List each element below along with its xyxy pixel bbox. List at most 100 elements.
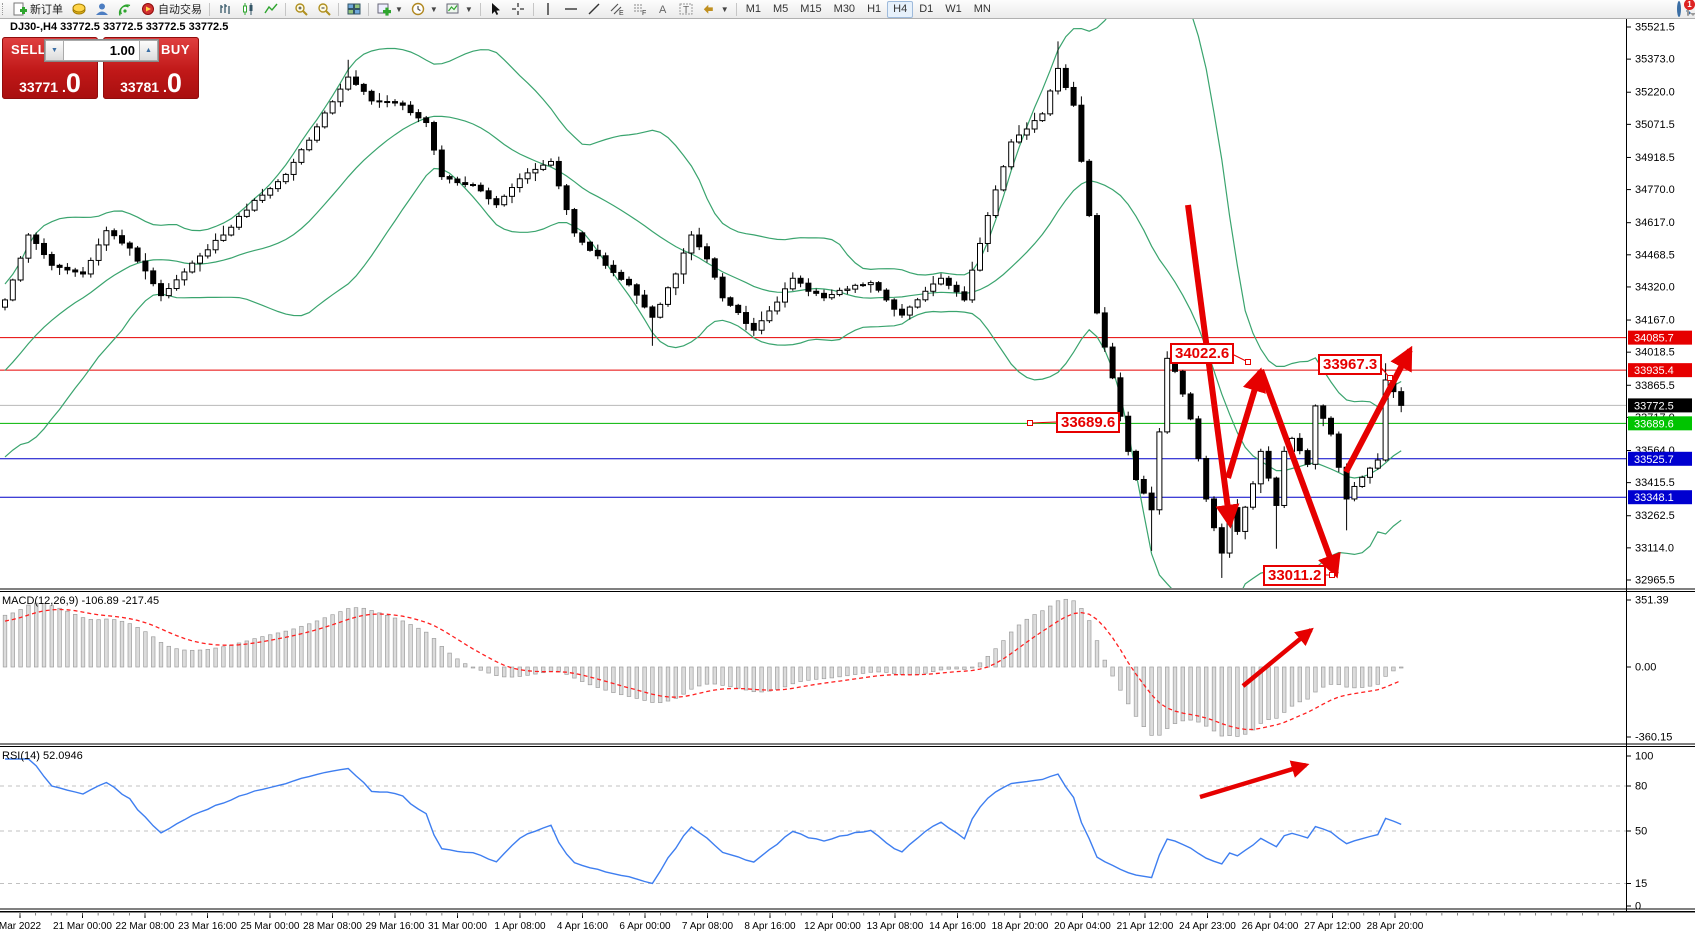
chart-title: DJ30-,H4 33772.5 33772.5 33772.5 33772.5	[10, 21, 229, 33]
svg-text:-360.15: -360.15	[1635, 732, 1672, 744]
volume-input[interactable]: 1.00	[64, 40, 139, 61]
trendline-button[interactable]	[583, 0, 606, 18]
person-icon	[94, 2, 109, 16]
bollinger-bands[interactable]	[4, 0, 1402, 629]
autotrading-icon	[140, 2, 155, 16]
dropdown-caret: ▼	[720, 4, 729, 14]
volume-up-button[interactable]: ▲	[139, 40, 158, 61]
cursor-icon	[488, 2, 503, 16]
svg-text:34918.5: 34918.5	[1635, 152, 1675, 164]
signal-icon	[117, 2, 132, 16]
svg-text:7 Apr 08:00: 7 Apr 08:00	[682, 921, 734, 932]
volume-down-button[interactable]: ▼	[45, 40, 64, 61]
candle-chart-button[interactable]	[236, 0, 259, 18]
timeframe-M1[interactable]: M1	[745, 2, 761, 15]
price-callout[interactable]: 33689.6	[1056, 412, 1121, 433]
community-button[interactable]	[90, 0, 113, 18]
text-button[interactable]: A	[652, 0, 675, 18]
arrows-dropdown[interactable]: ▼	[698, 0, 733, 18]
macd-histogram[interactable]	[2, 598, 1404, 737]
svg-text:50: 50	[1635, 826, 1647, 838]
svg-text:29 Mar 16:00: 29 Mar 16:00	[366, 921, 425, 932]
timeframe-M15[interactable]: M15	[800, 2, 822, 15]
svg-text:13 Apr 08:00: 13 Apr 08:00	[867, 921, 924, 932]
text-label-button[interactable]: T	[675, 0, 698, 18]
clock-icon	[411, 2, 426, 16]
signals-button[interactable]	[113, 0, 136, 18]
main-toolbar: 新订单 自动交易 ▼ ▼ ▼	[0, 0, 1695, 19]
zoom-out-icon	[316, 2, 331, 16]
price-axis[interactable]: 35521.5 35373.0 35220.0 35071.5 34918.5 34770…	[1626, 22, 1692, 913]
rsi-line[interactable]	[5, 758, 1402, 885]
svg-text:F: F	[642, 10, 646, 16]
price-callout[interactable]: 33011.2	[1263, 565, 1327, 586]
new-order-button[interactable]: 新订单	[8, 0, 67, 18]
autotrading-button[interactable]: 自动交易	[136, 0, 206, 18]
time-axis[interactable]: Mar 2022 21 Mar 00:00 22 Mar 08:00 23 Mar 1…	[0, 913, 1615, 932]
candlestick-chart-icon	[240, 2, 255, 16]
horizontal-line-icon	[564, 2, 579, 16]
zoom-out-button[interactable]	[312, 0, 335, 18]
search-icon[interactable]	[1677, 1, 1681, 17]
candlesticks[interactable]	[2, 41, 1405, 578]
macd-signal-line[interactable]	[4, 608, 1402, 731]
timeframe-D1[interactable]: D1	[919, 2, 934, 15]
svg-text:25 Mar 00:00: 25 Mar 00:00	[241, 921, 300, 932]
svg-text:27 Apr 12:00: 27 Apr 12:00	[1304, 921, 1361, 932]
svg-text:28 Apr 20:00: 28 Apr 20:00	[1367, 921, 1424, 932]
line-chart-button[interactable]	[259, 0, 282, 18]
tile-windows-icon	[346, 2, 361, 16]
rsi-label: RSI(14) 52.0946	[2, 750, 83, 762]
chat-icon[interactable]: 1	[1684, 0, 1695, 16]
svg-text:0: 0	[1635, 901, 1641, 913]
equidistant-channel-button[interactable]: E	[606, 0, 629, 18]
svg-text:80: 80	[1635, 781, 1647, 793]
fibonacci-icon: F	[633, 2, 648, 16]
timeframe-M5[interactable]: M5	[772, 2, 789, 15]
templates-dropdown[interactable]: ▼	[442, 0, 477, 18]
toolbar-separator	[338, 2, 339, 16]
svg-text:32965.5: 32965.5	[1635, 574, 1675, 586]
timeframe-H1[interactable]: H1	[867, 2, 882, 15]
svg-text:31 Mar 00:00: 31 Mar 00:00	[428, 921, 487, 932]
svg-text:Mar 2022: Mar 2022	[0, 921, 42, 932]
bar-chart-button[interactable]	[213, 0, 236, 18]
periods-dropdown[interactable]: ▼	[407, 0, 442, 18]
buy-price: 33781 .0	[120, 68, 182, 98]
toolbar-separator	[532, 2, 534, 16]
cursor-button[interactable]	[484, 0, 507, 18]
svg-text:33935.4: 33935.4	[1634, 365, 1674, 377]
toolbar-grip[interactable]	[2, 3, 6, 15]
bar-chart-icon	[217, 2, 232, 16]
crosshair-icon	[511, 2, 526, 16]
horizontal-line-button[interactable]	[560, 0, 583, 18]
trend-arrows[interactable]	[1185, 204, 1413, 800]
gold-coin-icon	[71, 2, 86, 16]
timeframe-H4[interactable]: H4	[887, 0, 914, 18]
timeframe-M30[interactable]: M30	[833, 2, 856, 15]
sell-price: 33771 .0	[19, 68, 81, 98]
deposit-button[interactable]	[67, 0, 90, 18]
toolbar-separator	[209, 2, 210, 16]
svg-text:34320.0: 34320.0	[1635, 281, 1675, 293]
tile-windows-button[interactable]	[342, 0, 365, 18]
svg-text:0.00: 0.00	[1635, 662, 1656, 674]
template-icon	[446, 2, 461, 16]
price-callout[interactable]: 33967.3	[1318, 354, 1383, 375]
toolbar-separator	[735, 2, 737, 16]
timeframe-W1[interactable]: W1	[945, 2, 962, 15]
price-callout[interactable]: 34022.6	[1170, 343, 1235, 364]
timeframe-MN[interactable]: MN	[973, 2, 991, 15]
svg-text:E: E	[619, 10, 624, 16]
crosshair-button[interactable]	[507, 0, 530, 18]
vertical-line-button[interactable]	[537, 0, 560, 18]
zoom-in-button[interactable]	[289, 0, 312, 18]
new-chart-dropdown[interactable]: ▼	[372, 0, 407, 18]
svg-text:A: A	[659, 4, 667, 16]
svg-text:35373.0: 35373.0	[1635, 54, 1675, 66]
sell-label: SELL	[11, 42, 47, 57]
fibonacci-button[interactable]: F	[629, 0, 652, 18]
arrows-icon	[702, 2, 717, 16]
one-click-trade-panel: SELL 33771 .0 BUY 33781 .0 ▼ 1.00 ▲	[2, 37, 199, 99]
